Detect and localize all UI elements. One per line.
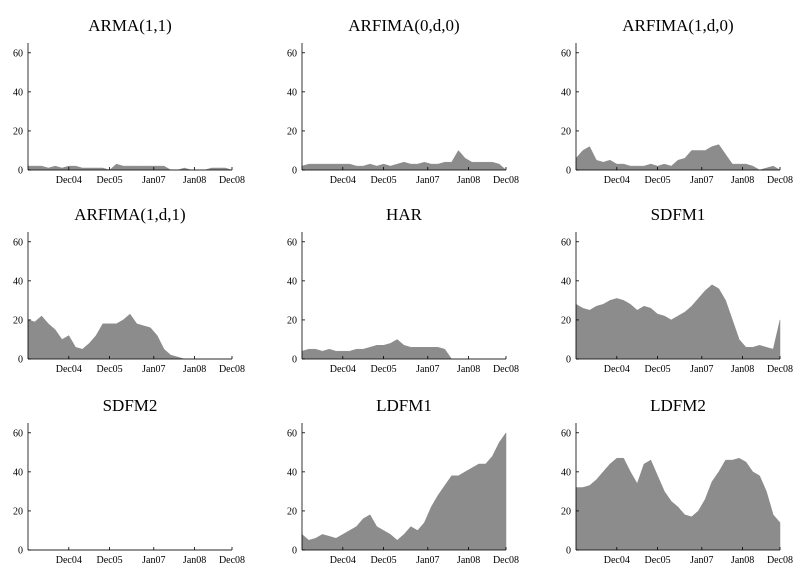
y-tick-label: 40: [561, 276, 571, 287]
x-tick-label: Jan07: [142, 555, 165, 566]
chart-title: LDFM1: [376, 396, 432, 415]
y-tick-label: 0: [292, 355, 297, 366]
chart-title: ARFIMA(1,d,1): [74, 205, 185, 224]
area: [301, 432, 507, 551]
area: [575, 284, 781, 360]
y-tick-label: 40: [561, 467, 571, 478]
x-tick-label: Jan07: [690, 364, 713, 375]
y-tick-label: 20: [13, 126, 23, 137]
y-tick-label: 0: [292, 166, 297, 177]
y-tick-label: 0: [18, 355, 23, 366]
y-tick-label: 60: [561, 48, 571, 59]
x-tick-label: Dec04: [604, 555, 630, 566]
x-tick-label: Dec08: [493, 364, 519, 375]
y-tick-label: 20: [287, 506, 297, 517]
x-tick-label: Jan08: [731, 364, 754, 375]
x-tick-label: Dec04: [56, 364, 82, 375]
x-tick-label: Dec05: [645, 555, 671, 566]
chart-title: ARFIMA(0,d,0): [348, 16, 459, 35]
x-tick-label: Jan08: [183, 364, 206, 375]
y-tick-label: 20: [561, 506, 571, 517]
x-tick-label: Dec05: [371, 555, 397, 566]
x-tick-label: Dec05: [645, 364, 671, 375]
y-tick-label: 20: [561, 315, 571, 326]
y-tick-label: 60: [561, 237, 571, 248]
x-tick-label: Jan08: [457, 175, 480, 186]
y-tick-label: 60: [13, 48, 23, 59]
y-tick-label: 20: [13, 506, 23, 517]
x-tick-label: Dec08: [767, 175, 793, 186]
x-tick-label: Dec05: [97, 364, 123, 375]
x-tick-label: Dec04: [330, 555, 356, 566]
y-tick-label: 40: [287, 87, 297, 98]
x-tick-label: Dec05: [371, 364, 397, 375]
x-tick-label: Dec08: [767, 364, 793, 375]
area: [301, 339, 506, 360]
y-tick-label: 60: [287, 48, 297, 59]
y-tick-label: 40: [13, 467, 23, 478]
area: [575, 457, 781, 551]
area: [27, 163, 233, 171]
x-tick-label: Jan08: [457, 364, 480, 375]
x-tick-label: Dec04: [330, 364, 356, 375]
x-tick-label: Jan08: [457, 555, 480, 566]
x-tick-label: Dec04: [604, 175, 630, 186]
x-tick-label: Dec08: [219, 555, 245, 566]
y-tick-label: 0: [18, 546, 23, 557]
x-tick-label: Jan07: [416, 364, 439, 375]
y-tick-label: 40: [13, 276, 23, 287]
x-tick-label: Jan07: [690, 555, 713, 566]
y-tick-label: 60: [13, 237, 23, 248]
y-tick-label: 20: [13, 315, 23, 326]
chart-title: ARMA(1,1): [88, 16, 172, 35]
y-tick-label: 0: [566, 166, 571, 177]
chart-title: ARFIMA(1,d,0): [622, 16, 733, 35]
x-tick-label: Jan08: [183, 175, 206, 186]
chart-title: SDFM2: [103, 396, 158, 415]
x-tick-label: Dec04: [330, 175, 356, 186]
y-tick-label: 0: [566, 546, 571, 557]
x-tick-label: Dec04: [604, 364, 630, 375]
y-tick-label: 60: [13, 428, 23, 439]
y-tick-label: 40: [13, 87, 23, 98]
y-tick-label: 40: [287, 467, 297, 478]
y-tick-label: 20: [287, 315, 297, 326]
x-tick-label: Jan07: [690, 175, 713, 186]
area: [575, 144, 781, 171]
x-tick-label: Jan07: [416, 175, 439, 186]
x-tick-label: Jan08: [183, 555, 206, 566]
x-tick-label: Jan08: [731, 555, 754, 566]
y-tick-label: 20: [561, 126, 571, 137]
chart-title: LDFM2: [650, 396, 706, 415]
x-tick-label: Dec05: [97, 555, 123, 566]
x-tick-label: Dec08: [767, 555, 793, 566]
x-tick-label: Dec04: [56, 175, 82, 186]
x-tick-label: Dec04: [56, 555, 82, 566]
area: [27, 313, 232, 360]
chart-title: SDFM1: [651, 205, 706, 224]
x-tick-label: Jan07: [416, 555, 439, 566]
y-tick-label: 20: [287, 126, 297, 137]
x-tick-label: Jan07: [142, 364, 165, 375]
x-tick-label: Dec05: [371, 175, 397, 186]
x-tick-label: Dec08: [219, 175, 245, 186]
x-tick-label: Dec08: [219, 364, 245, 375]
y-tick-label: 40: [287, 276, 297, 287]
x-tick-label: Jan08: [731, 175, 754, 186]
y-tick-label: 0: [18, 166, 23, 177]
chart-title: HAR: [386, 205, 423, 224]
x-tick-label: Dec05: [97, 175, 123, 186]
x-tick-label: Dec08: [493, 555, 519, 566]
y-tick-label: 60: [287, 428, 297, 439]
x-tick-label: Dec05: [645, 175, 671, 186]
y-tick-label: 40: [561, 87, 571, 98]
area: [301, 150, 507, 171]
y-tick-label: 0: [292, 546, 297, 557]
y-tick-label: 0: [566, 355, 571, 366]
x-tick-label: Jan07: [142, 175, 165, 186]
y-tick-label: 60: [287, 237, 297, 248]
y-tick-label: 60: [561, 428, 571, 439]
x-tick-label: Dec08: [493, 175, 519, 186]
